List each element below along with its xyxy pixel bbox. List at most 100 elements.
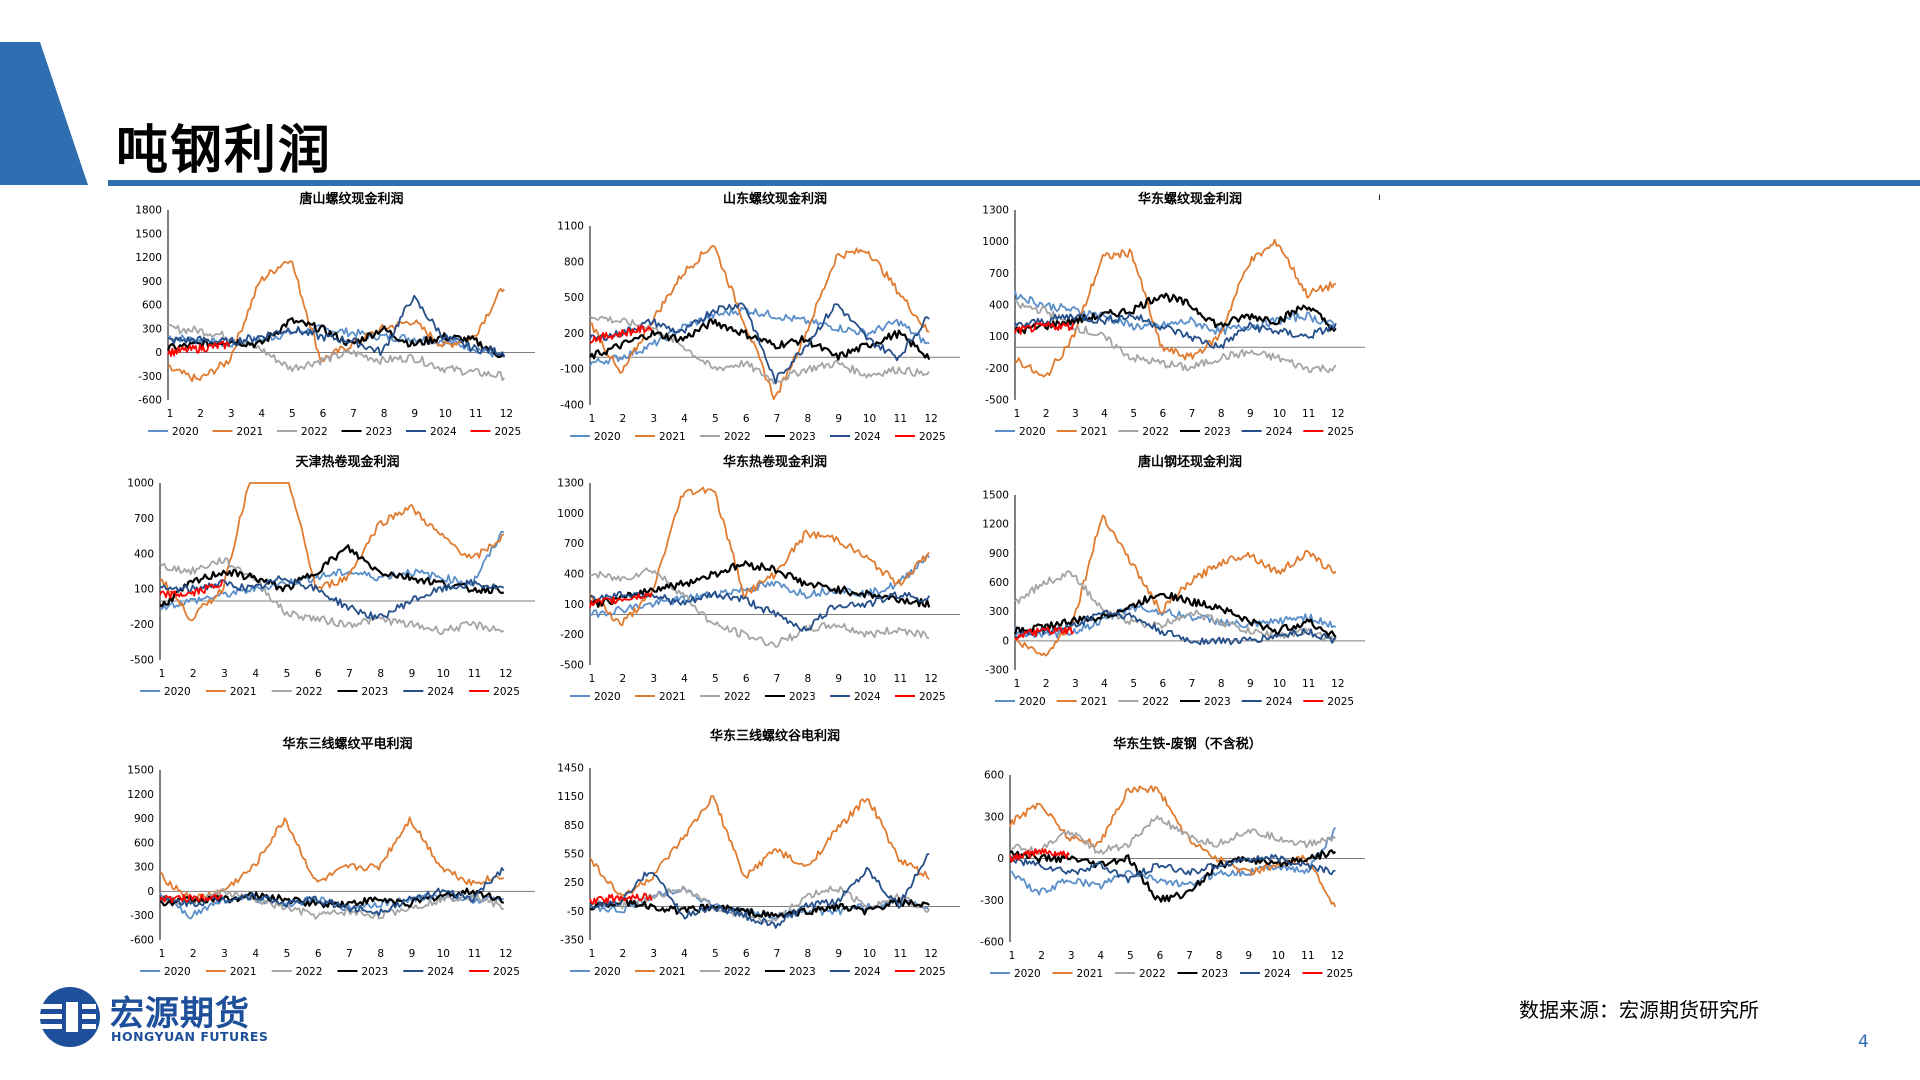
- series-line-2021: [589, 486, 930, 627]
- series-line-2025: [1009, 848, 1070, 863]
- legend-label: 2024: [854, 691, 881, 703]
- x-tick-label: 5: [289, 408, 296, 420]
- y-tick-label: 700: [989, 268, 1009, 280]
- x-tick-label: 7: [346, 668, 353, 680]
- x-tick-label: 1: [1009, 950, 1016, 962]
- legend-label: 2022: [724, 431, 751, 443]
- chart-title: 唐山钢坯现金利润: [1138, 454, 1242, 470]
- y-tick-label: 1500: [135, 228, 162, 240]
- x-tick-label: 10: [1273, 678, 1286, 690]
- x-tick-label: 4: [258, 408, 265, 420]
- x-tick-label: 12: [1331, 678, 1344, 690]
- y-tick-label: 1200: [135, 252, 162, 264]
- series-line-2024: [159, 867, 505, 917]
- series-line-2020: [1009, 826, 1337, 896]
- y-tick-label: 300: [984, 811, 1004, 823]
- x-tick-label: 6: [1159, 408, 1166, 420]
- legend-label: 2021: [230, 686, 257, 698]
- x-tick-label: 11: [1301, 950, 1314, 962]
- legend-label: 2025: [919, 431, 946, 443]
- chart-title: 华东生铁-废钢（不含税）: [1113, 736, 1261, 752]
- legend-label: 2020: [594, 431, 621, 443]
- x-tick-label: 6: [1157, 950, 1164, 962]
- legend-label: 2022: [296, 966, 323, 978]
- x-tick-label: 3: [1072, 678, 1079, 690]
- series-line-2025: [1014, 321, 1075, 335]
- x-tick-label: 7: [1189, 678, 1196, 690]
- y-tick-label: 0: [1002, 635, 1009, 647]
- x-tick-label: 8: [1218, 408, 1225, 420]
- x-tick-label: 8: [1216, 950, 1223, 962]
- legend-label: 2025: [1327, 696, 1354, 708]
- legend-label: 2024: [1264, 968, 1291, 980]
- series-line-2025: [589, 592, 653, 608]
- series-line-2023: [159, 887, 504, 909]
- y-tick-label: -50: [567, 906, 584, 918]
- y-tick-label: -500: [130, 655, 154, 667]
- y-tick-label: -300: [130, 910, 154, 922]
- x-tick-label: 12: [1331, 950, 1344, 962]
- x-tick-label: 7: [774, 948, 781, 960]
- x-tick-label: 9: [409, 948, 416, 960]
- y-tick-label: -600: [138, 395, 162, 407]
- x-tick-label: 4: [681, 673, 688, 685]
- y-tick-label: 1200: [127, 789, 154, 801]
- x-tick-label: 5: [284, 668, 291, 680]
- legend-label: 2020: [1019, 696, 1046, 708]
- y-tick-label: -500: [985, 395, 1009, 407]
- x-tick-label: 8: [1218, 678, 1225, 690]
- series-line-2023: [589, 318, 931, 361]
- series-line-2023: [589, 560, 931, 608]
- legend-label: 2024: [1266, 696, 1293, 708]
- chart-title: 唐山螺纹现金利润: [299, 191, 403, 207]
- chart-title: 华东热卷现金利润: [723, 454, 827, 470]
- legend-label: 2023: [1204, 696, 1231, 708]
- series-line-2021: [589, 244, 930, 401]
- series-line-2022: [589, 567, 930, 648]
- x-tick-label: 2: [1038, 950, 1045, 962]
- y-tick-label: 0: [155, 347, 162, 359]
- series-line-2024: [1010, 854, 1336, 884]
- x-tick-label: 7: [774, 413, 781, 425]
- x-tick-label: 7: [774, 673, 781, 685]
- y-tick-label: 900: [989, 548, 1009, 560]
- x-tick-label: 3: [228, 408, 235, 420]
- x-tick-label: 9: [411, 408, 418, 420]
- series-line-2021: [159, 816, 505, 902]
- x-tick-label: 11: [468, 668, 481, 680]
- y-tick-label: 250: [564, 877, 584, 889]
- y-tick-label: 200: [564, 328, 584, 340]
- series-line-2020: [1014, 604, 1337, 639]
- company-logo-icon: [40, 987, 100, 1047]
- x-tick-label: 8: [381, 408, 388, 420]
- legend-label: 2023: [362, 686, 389, 698]
- y-tick-label: 0: [997, 853, 1004, 865]
- legend-label: 2024: [1266, 426, 1293, 438]
- y-tick-label: -300: [138, 371, 162, 383]
- series-line-2022: [159, 557, 505, 636]
- x-tick-label: 4: [1097, 950, 1104, 962]
- x-tick-label: 9: [1247, 678, 1254, 690]
- y-tick-label: -200: [985, 363, 1009, 375]
- y-tick-label: 600: [134, 837, 154, 849]
- x-tick-label: 3: [1072, 408, 1079, 420]
- y-tick-label: 700: [564, 538, 584, 550]
- chart-title: 华东螺纹现金利润: [1138, 191, 1242, 207]
- series-line-2025: [159, 893, 223, 904]
- x-tick-label: 1: [1014, 678, 1021, 690]
- series-line-2024: [589, 590, 930, 632]
- x-tick-label: 10: [863, 673, 876, 685]
- legend-label: 2021: [659, 966, 686, 978]
- x-tick-label: 1: [159, 948, 166, 960]
- y-tick-label: 400: [989, 300, 1009, 312]
- legend-label: 2025: [495, 426, 522, 438]
- x-tick-label: 2: [619, 948, 626, 960]
- legend-label: 2024: [854, 431, 881, 443]
- legend-label: 2022: [1139, 968, 1166, 980]
- legend-label: 2025: [919, 691, 946, 703]
- x-tick-label: 11: [1302, 678, 1315, 690]
- x-tick-label: 9: [409, 668, 416, 680]
- y-tick-label: 1000: [982, 236, 1009, 248]
- series-line-2025: [159, 579, 224, 599]
